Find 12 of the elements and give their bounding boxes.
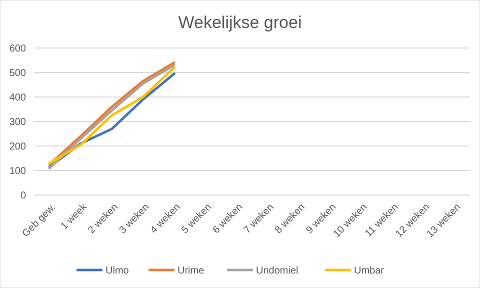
y-tick-label: 500	[9, 68, 26, 79]
legend-label: Ulmo	[106, 266, 130, 276]
y-tick-label: 400	[9, 92, 26, 104]
y-tick-label: 300	[9, 117, 26, 128]
y-tick-label: 600	[9, 44, 26, 54]
legend-label: Umbar	[354, 266, 385, 276]
chart-title: Wekelijkse groei	[178, 13, 302, 32]
legend-label: Urime	[178, 266, 205, 276]
y-tick-label: 200	[9, 142, 26, 152]
y-tick-label: 0	[20, 190, 26, 202]
legend-label: Undomiel	[256, 266, 298, 276]
y-tick-label: 100	[9, 166, 26, 177]
